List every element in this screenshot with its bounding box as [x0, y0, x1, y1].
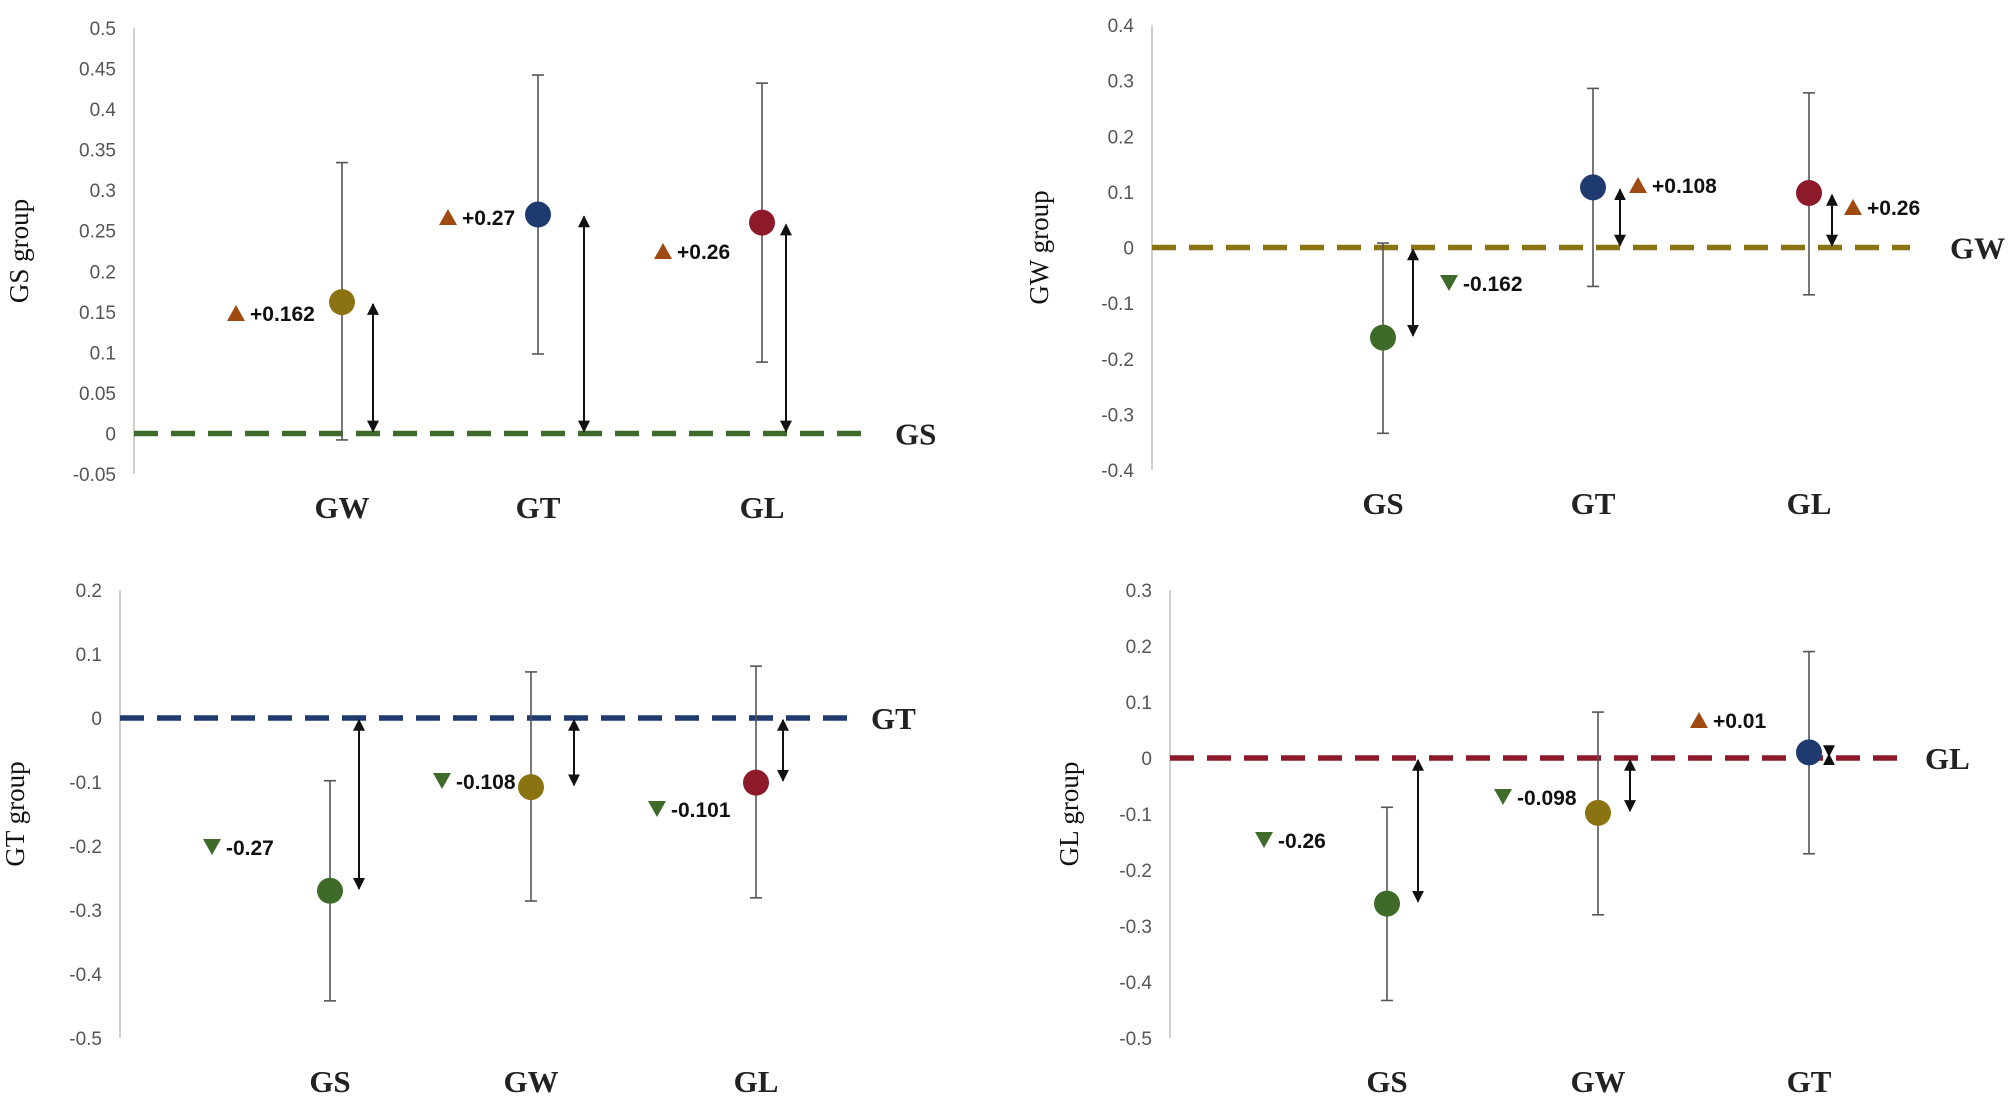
data-point-gw [518, 774, 544, 801]
y-axis-title: GT group [0, 761, 30, 866]
y-tick-label: 0.25 [79, 222, 116, 243]
y-tick-label: 0.1 [90, 343, 116, 364]
data-point-gt [525, 201, 551, 228]
y-tick-label: 0 [1141, 749, 1152, 770]
y-tick-label: 0.2 [76, 581, 102, 602]
y-tick-label: 0 [105, 424, 116, 445]
difference-annotation: +0.162 [250, 303, 315, 326]
y-tick-label: -0.1 [1101, 294, 1134, 315]
difference-annotation: +0.108 [1652, 175, 1717, 198]
y-tick-label: 0.1 [1126, 693, 1152, 714]
data-point-gs [317, 877, 343, 904]
triangle-up-icon [227, 305, 245, 321]
difference-annotation: +0.26 [1867, 197, 1920, 220]
triangle-up-icon [1690, 712, 1708, 728]
y-tick-label: 0.35 [79, 141, 116, 162]
triangle-down-icon [1440, 275, 1458, 291]
y-tick-label: 0.2 [90, 262, 116, 283]
y-tick-label: 0.5 [90, 19, 116, 40]
x-category-label: GW [1570, 1064, 1625, 1099]
data-point-gt [1580, 174, 1606, 201]
y-tick-label: 0.15 [79, 303, 116, 324]
reference-label: GL [1925, 741, 1970, 776]
x-category-label: GL [734, 1064, 779, 1099]
y-tick-label: 0 [1123, 239, 1134, 260]
difference-annotation: +0.01 [1713, 710, 1766, 733]
y-axis-title: GL group [1054, 762, 1084, 867]
triangle-down-icon [1255, 832, 1273, 848]
data-point-gl [743, 769, 769, 796]
data-point-gl [749, 209, 775, 236]
difference-annotation: -0.26 [1278, 830, 1326, 853]
x-category-label: GL [1787, 486, 1832, 521]
difference-annotation: -0.098 [1517, 787, 1577, 810]
triangle-down-icon [648, 801, 666, 817]
x-category-label: GS [1366, 1064, 1407, 1099]
reference-label: GS [895, 416, 936, 451]
chart-panel-gt: -0.5 -0.4 -0.3 -0.2 -0.1 0 0.1 0.2 GT group GT GS G… [0, 581, 916, 1099]
data-point-gs [1374, 890, 1400, 917]
y-tick-label: 0.4 [1108, 16, 1135, 37]
difference-annotation: +0.26 [677, 241, 730, 264]
y-tick-label: -0.4 [1119, 973, 1152, 994]
y-tick-label: -0.2 [1119, 861, 1152, 882]
y-tick-label: 0.3 [90, 181, 116, 202]
x-category-label: GT [1787, 1064, 1832, 1099]
y-tick-label: 0.1 [76, 645, 102, 666]
x-category-label: GL [740, 490, 785, 525]
y-tick-label: 0.2 [1108, 127, 1134, 148]
triangle-up-icon [1629, 177, 1647, 193]
difference-annotation: -0.162 [1463, 273, 1523, 296]
data-point-gw [1585, 799, 1611, 826]
y-tick-label: -0.4 [1101, 461, 1134, 482]
y-axis-title: GS group [4, 199, 34, 303]
x-category-label: GT [1571, 486, 1616, 521]
reference-label: GT [871, 701, 916, 736]
y-tick-label: -0.2 [69, 837, 102, 858]
triangle-up-icon [654, 243, 672, 259]
data-point-gl [1796, 179, 1822, 206]
y-tick-label: -0.1 [1119, 805, 1152, 826]
y-tick-label: -0.1 [69, 773, 102, 794]
triangle-up-icon [1844, 199, 1862, 215]
x-category-label: GS [309, 1064, 350, 1099]
y-tick-label: 0.2 [1126, 637, 1152, 658]
difference-annotation: -0.108 [456, 771, 516, 794]
y-tick-label: -0.3 [1101, 405, 1134, 426]
triangle-down-icon [1494, 789, 1512, 805]
y-tick-label: -0.4 [69, 965, 102, 986]
difference-annotation: -0.27 [226, 837, 274, 860]
y-tick-label: -0.3 [1119, 917, 1152, 938]
x-category-label: GW [314, 490, 369, 525]
difference-annotation: -0.101 [671, 799, 731, 822]
x-category-label: GW [503, 1064, 558, 1099]
y-tick-label: 0 [91, 709, 102, 730]
data-point-gt [1796, 739, 1822, 766]
triangle-down-icon [203, 839, 221, 855]
chart-panel-gs: -0.05 0 0.05 0.1 0.15 0.2 0.25 0.3 0.35 0.4 0.45 0.… [4, 19, 936, 525]
triangle-down-icon [433, 773, 451, 789]
y-tick-label: -0.5 [69, 1029, 102, 1050]
chart-panel-gl: -0.5 -0.4 -0.3 -0.2 -0.1 0 0.1 0.2 0.3 GL group GL… [1054, 581, 1970, 1099]
y-tick-label: 0.1 [1108, 183, 1134, 204]
y-tick-label: 0.3 [1108, 72, 1134, 93]
data-point-gw [329, 289, 355, 316]
x-category-label: GS [1362, 486, 1403, 521]
x-category-label: GT [516, 490, 561, 525]
y-tick-label: -0.3 [69, 901, 102, 922]
chart-panel-gw: -0.4 -0.3 -0.2 -0.1 0 0.1 0.2 0.3 0.4 GW group GW G… [1024, 16, 2005, 521]
y-tick-label: 0.3 [1126, 581, 1152, 602]
triangle-up-icon [439, 209, 457, 225]
y-tick-label: -0.5 [1119, 1029, 1152, 1050]
difference-annotation: +0.27 [462, 207, 515, 230]
y-tick-label: -0.05 [73, 465, 116, 486]
y-tick-label: 0.45 [79, 60, 116, 81]
data-point-gs [1370, 324, 1396, 351]
y-tick-label: -0.2 [1101, 350, 1134, 371]
reference-label: GW [1950, 231, 2005, 266]
y-axis-title: GW group [1024, 190, 1054, 304]
y-tick-label: 0.05 [79, 384, 116, 405]
y-tick-label: 0.4 [90, 100, 117, 121]
